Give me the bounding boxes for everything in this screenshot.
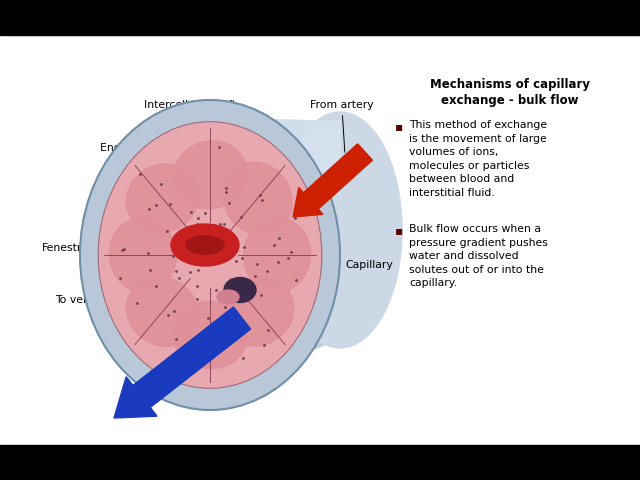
Text: Capillary: Capillary: [333, 260, 393, 270]
Ellipse shape: [171, 224, 239, 266]
Ellipse shape: [221, 277, 294, 346]
Ellipse shape: [126, 277, 199, 347]
Text: Intercellular cleft: Intercellular cleft: [144, 100, 243, 173]
Ellipse shape: [126, 164, 199, 233]
Text: Bulk flow occurs when a
pressure gradient pushes
water and dissolved
solutes out: Bulk flow occurs when a pressure gradien…: [409, 224, 548, 288]
Ellipse shape: [186, 236, 224, 254]
Text: Endothelial cell: Endothelial cell: [100, 143, 183, 193]
Polygon shape: [210, 119, 340, 208]
Text: Mechanisms of capillary
exchange - bulk flow: Mechanisms of capillary exchange - bulk …: [430, 78, 590, 107]
Ellipse shape: [243, 218, 310, 292]
Ellipse shape: [278, 112, 402, 348]
Polygon shape: [210, 119, 340, 391]
Text: Blood plasma: Blood plasma: [211, 340, 285, 350]
FancyArrow shape: [293, 144, 372, 217]
Ellipse shape: [217, 290, 239, 304]
Text: ▪: ▪: [395, 120, 403, 133]
Text: This method of exchange
is the movement of large
volumes of ions,
molecules or p: This method of exchange is the movement …: [409, 120, 547, 198]
Ellipse shape: [223, 162, 292, 235]
Ellipse shape: [224, 277, 256, 302]
FancyArrow shape: [114, 307, 251, 418]
Ellipse shape: [80, 100, 340, 410]
Ellipse shape: [98, 122, 322, 388]
Text: ▪: ▪: [395, 224, 403, 237]
Text: From artery: From artery: [310, 100, 374, 152]
Bar: [0, 0, 640, 35]
Text: Fenestration: Fenestration: [42, 243, 145, 269]
Ellipse shape: [109, 218, 177, 292]
Ellipse shape: [173, 141, 247, 209]
Bar: [0, 445, 640, 480]
Text: To vein: To vein: [55, 295, 93, 305]
Ellipse shape: [173, 301, 247, 369]
